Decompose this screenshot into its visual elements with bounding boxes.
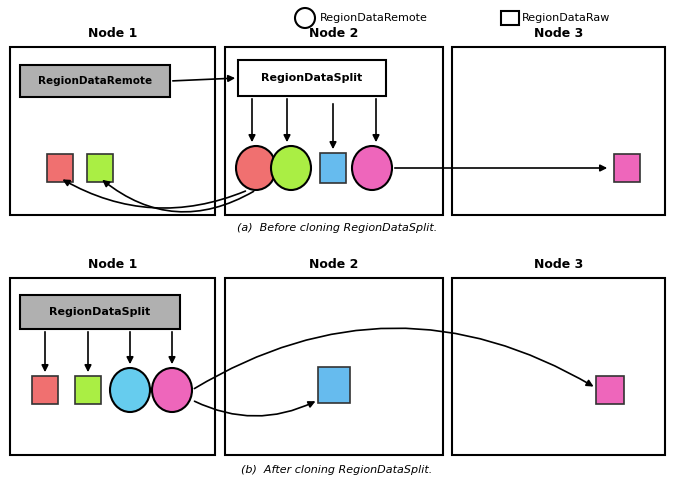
Text: (b)  After cloning RegionDataSplit.: (b) After cloning RegionDataSplit. bbox=[242, 465, 433, 475]
Bar bbox=[614, 154, 640, 182]
Bar bbox=[320, 153, 346, 183]
Bar bbox=[452, 278, 665, 455]
Text: RegionDataRemote: RegionDataRemote bbox=[320, 13, 428, 23]
Bar bbox=[225, 47, 443, 215]
Ellipse shape bbox=[152, 368, 192, 412]
Text: RegionDataSplit: RegionDataSplit bbox=[261, 73, 362, 83]
Ellipse shape bbox=[236, 146, 276, 190]
Text: Node 1: Node 1 bbox=[88, 27, 137, 40]
Text: Node 1: Node 1 bbox=[88, 258, 137, 271]
Text: (a)  Before cloning RegionDataSplit.: (a) Before cloning RegionDataSplit. bbox=[237, 223, 437, 233]
Bar bbox=[20, 295, 180, 329]
Ellipse shape bbox=[271, 146, 311, 190]
Text: RegionDataSplit: RegionDataSplit bbox=[49, 307, 151, 317]
Bar bbox=[225, 278, 443, 455]
Bar bbox=[238, 60, 386, 96]
Bar bbox=[87, 154, 113, 182]
Text: Node 2: Node 2 bbox=[309, 27, 358, 40]
Bar bbox=[75, 376, 101, 404]
Bar bbox=[20, 65, 170, 97]
Ellipse shape bbox=[352, 146, 392, 190]
Text: Node 3: Node 3 bbox=[534, 258, 583, 271]
Bar bbox=[318, 367, 350, 403]
Bar bbox=[501, 11, 519, 25]
Bar bbox=[10, 278, 215, 455]
Bar bbox=[452, 47, 665, 215]
Text: Node 2: Node 2 bbox=[309, 258, 358, 271]
Bar bbox=[47, 154, 73, 182]
Ellipse shape bbox=[295, 8, 315, 28]
Bar bbox=[596, 376, 624, 404]
Text: RegionDataRaw: RegionDataRaw bbox=[522, 13, 610, 23]
Bar bbox=[32, 376, 58, 404]
Bar bbox=[10, 47, 215, 215]
Bar bbox=[501, 11, 519, 25]
Text: RegionDataRemote: RegionDataRemote bbox=[38, 76, 152, 86]
Text: Node 3: Node 3 bbox=[534, 27, 583, 40]
Ellipse shape bbox=[110, 368, 150, 412]
